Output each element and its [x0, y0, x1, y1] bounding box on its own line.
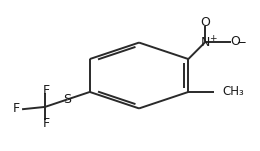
- Text: F: F: [13, 102, 20, 115]
- Text: CH₃: CH₃: [223, 85, 244, 98]
- Text: F: F: [43, 84, 50, 97]
- Text: F: F: [43, 117, 50, 130]
- Text: +: +: [209, 34, 216, 43]
- Text: −: −: [236, 36, 246, 49]
- Text: O: O: [200, 16, 210, 29]
- Text: O: O: [231, 35, 240, 48]
- Text: S: S: [63, 93, 72, 106]
- Text: N: N: [200, 36, 210, 49]
